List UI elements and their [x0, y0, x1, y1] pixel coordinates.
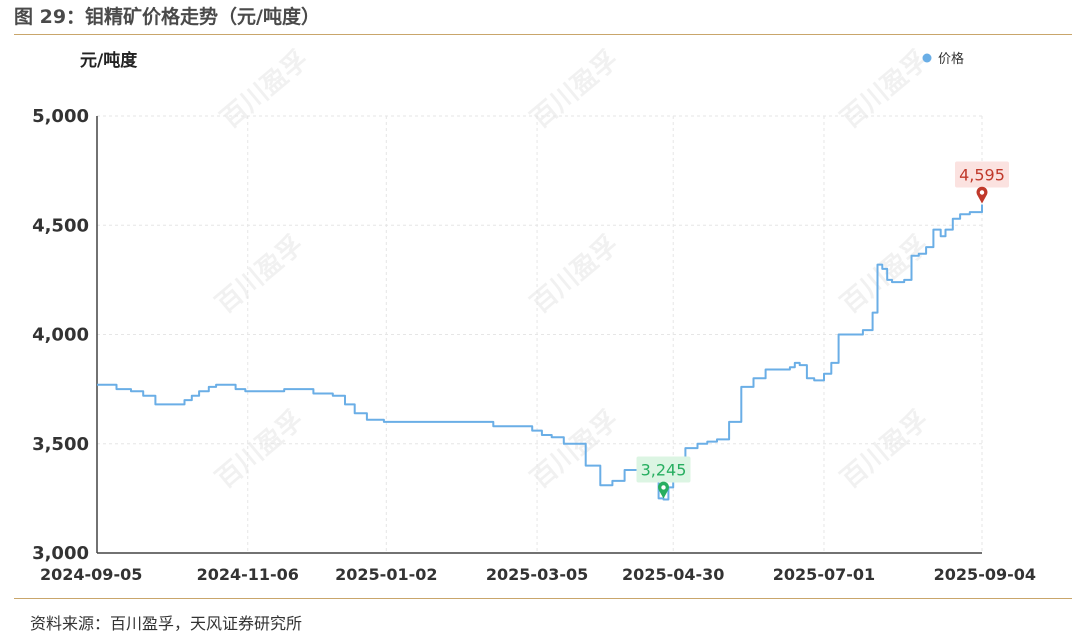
y-tick-label: 3,000	[32, 543, 89, 564]
source-note: 资料来源：百川盈孚，天风证券研究所	[30, 614, 303, 633]
pin-dot	[979, 190, 985, 195]
x-tick-label: 2025-07-01	[773, 565, 875, 584]
x-tick-labels: 2024-09-05 2024-11-06 2025-01-02 2025-03-05…	[40, 565, 1036, 584]
pin-icon	[657, 481, 669, 499]
axes	[96, 116, 982, 554]
y-tick-label: 5,000	[32, 106, 89, 127]
watermark-text: 百川盈孚	[525, 230, 624, 320]
watermark-text: 百川盈孚	[525, 45, 624, 135]
y-tick-label: 4,000	[32, 325, 89, 346]
annotation-label: 3,245	[641, 460, 687, 479]
top-divider	[14, 34, 1072, 35]
y-tick-labels: 3,000 3,500 4,000 4,500 5,000	[32, 106, 89, 564]
watermark-text: 百川盈孚	[835, 230, 934, 320]
legend-marker	[922, 53, 932, 63]
max-annotation: 4,595	[955, 161, 1009, 204]
min-annotation: 3,245	[636, 456, 691, 499]
watermark-text: 百川盈孚	[210, 230, 309, 320]
watermark-text: 百川盈孚	[215, 45, 314, 135]
x-tick-label: 2024-11-06	[197, 565, 299, 584]
y-tick-label: 3,500	[32, 434, 89, 455]
watermark-text: 百川盈孚	[835, 405, 934, 495]
annotation-layer: 4,595 3,245	[636, 161, 1009, 499]
watermark-text: 百川盈孚	[835, 45, 934, 135]
y-tick-label: 4,500	[32, 215, 89, 236]
x-tick-label: 2025-09-04	[934, 565, 1036, 584]
watermark-text: 百川盈孚	[525, 405, 624, 495]
legend-label-price: 价格	[938, 51, 964, 67]
annotation-bg	[955, 161, 1009, 188]
annotation-label: 4,595	[959, 165, 1005, 184]
series-layer	[97, 204, 983, 501]
x-tick-label: 2025-03-05	[486, 565, 588, 584]
annotation-bg	[636, 456, 691, 483]
pin-dot	[661, 485, 666, 490]
pin-icon	[976, 186, 988, 204]
x-tick-label: 2025-04-30	[622, 565, 724, 584]
y-unit-label: 元/吨度	[80, 50, 138, 71]
bottom-divider	[14, 598, 1072, 599]
figure-title: 图 29：钼精矿价格走势（元/吨度）	[14, 6, 320, 28]
watermark-text: 百川盈孚	[210, 405, 309, 495]
x-tick-label: 2025-01-02	[335, 565, 437, 584]
series-line-price	[97, 204, 983, 501]
x-tick-label: 2024-09-05	[40, 565, 142, 584]
legend: 价格	[922, 51, 964, 67]
